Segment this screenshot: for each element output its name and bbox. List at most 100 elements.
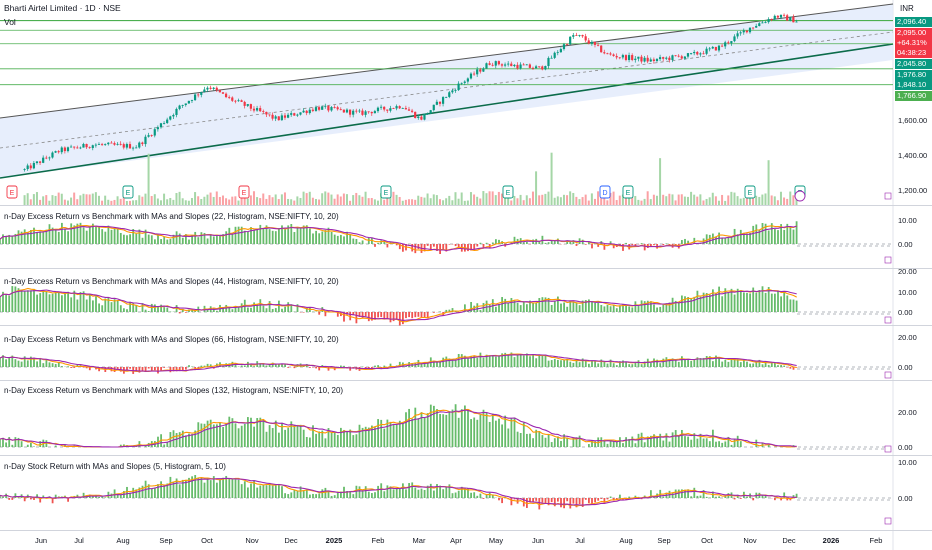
histogram-bar xyxy=(172,234,175,244)
histogram-bar xyxy=(591,301,593,312)
volume-label[interactable]: Vol xyxy=(4,17,16,27)
volume-bar xyxy=(249,195,252,205)
histogram-bar xyxy=(160,304,162,312)
symbol-title[interactable]: Bharti Airtel Limited · 1D · NSE xyxy=(4,3,121,13)
volume-bar xyxy=(566,195,569,205)
candle-body xyxy=(156,127,159,130)
pane-label-excess-66[interactable]: n-Day Excess Return vs Benchmark with MA… xyxy=(4,335,339,344)
histogram-bar xyxy=(420,488,423,498)
histogram-bar xyxy=(724,496,727,498)
histogram-bar xyxy=(321,489,324,498)
histogram-bar xyxy=(588,299,590,312)
volume-bar xyxy=(469,192,472,205)
histogram-bar xyxy=(358,312,361,317)
histogram-bar xyxy=(414,244,417,254)
histogram-bar xyxy=(188,477,190,498)
histogram-bar xyxy=(423,312,426,318)
candle-body xyxy=(401,108,404,109)
candle-body xyxy=(169,116,172,120)
histogram-bar xyxy=(160,239,162,244)
histogram-bar xyxy=(73,225,76,244)
histogram-bar xyxy=(157,367,159,374)
histogram-bar xyxy=(250,364,252,367)
histogram-bar xyxy=(650,244,652,248)
histogram-bar xyxy=(305,225,308,244)
histogram-bar xyxy=(764,292,767,312)
histogram-bar xyxy=(482,409,485,447)
histogram-bar xyxy=(330,433,333,447)
candle-body xyxy=(503,64,507,66)
candle-body xyxy=(680,56,683,59)
price-tag-last: 2,095.00 xyxy=(895,28,932,38)
histogram-bar xyxy=(194,430,197,447)
volume-bar xyxy=(383,199,386,205)
pane-label-excess-132[interactable]: n-Day Excess Return vs Benchmark with MA… xyxy=(4,386,344,395)
histogram-bar xyxy=(584,360,587,367)
histogram-bar xyxy=(690,439,693,447)
histogram-bar xyxy=(237,479,240,498)
candle-body xyxy=(553,52,556,58)
candle-body xyxy=(147,135,150,137)
histogram-bar xyxy=(715,236,717,244)
candle-body xyxy=(643,57,646,62)
candle-body xyxy=(488,63,491,65)
histogram-bar xyxy=(572,301,575,312)
pane-label-excess-22[interactable]: n-Day Excess Return vs Benchmark with MA… xyxy=(4,212,339,221)
candle-body xyxy=(584,36,587,41)
histogram-bar xyxy=(439,360,441,367)
histogram-bar xyxy=(92,223,94,244)
histogram-bar xyxy=(457,353,460,367)
histogram-bar xyxy=(473,417,476,447)
volume-bar xyxy=(110,200,113,205)
histogram-bar xyxy=(333,495,336,498)
volume-bar xyxy=(755,195,758,205)
histogram-bar xyxy=(538,498,541,510)
currency-label[interactable]: INR xyxy=(900,4,914,13)
pane-label-excess-44[interactable]: n-Day Excess Return vs Benchmark with MA… xyxy=(4,277,339,286)
histogram-bar xyxy=(287,494,290,498)
histogram-bar xyxy=(485,242,488,244)
volume-bar xyxy=(578,199,581,205)
histogram-bar xyxy=(82,492,85,498)
histogram-bar xyxy=(761,286,764,312)
histogram-bar xyxy=(222,234,224,244)
candle-body xyxy=(314,107,318,111)
candle-body xyxy=(507,63,510,65)
histogram-bar xyxy=(271,485,274,498)
candle-body xyxy=(696,51,699,55)
histogram-bar xyxy=(575,437,578,447)
candle-body xyxy=(720,45,724,47)
volume-bar xyxy=(296,196,299,205)
histogram-bar xyxy=(650,490,652,498)
histogram-bar xyxy=(135,367,138,371)
histogram-bar xyxy=(76,223,79,244)
volume-bar xyxy=(516,198,519,205)
histogram-bar xyxy=(643,244,646,251)
histogram-bar xyxy=(783,492,786,498)
ma-fast-line xyxy=(0,353,797,373)
histogram-bar xyxy=(739,362,742,367)
histogram-bar xyxy=(572,362,575,367)
histogram-bar xyxy=(436,484,438,498)
histogram-bar xyxy=(54,292,57,312)
volume-bar xyxy=(451,200,454,205)
candle-body xyxy=(141,142,144,145)
x-axis-tick: May xyxy=(488,536,504,545)
histogram-bar xyxy=(507,354,510,367)
histogram-bar xyxy=(309,437,311,447)
volume-bar xyxy=(544,193,547,205)
volume-bar xyxy=(203,196,206,205)
histogram-bar xyxy=(116,494,119,498)
candle-body xyxy=(330,107,333,111)
histogram-bar xyxy=(572,240,575,244)
volume-bar xyxy=(792,195,795,205)
candle-body xyxy=(531,67,535,69)
histogram-bar xyxy=(253,302,255,312)
histogram-bar xyxy=(575,498,578,508)
pane-label-stock-return-5[interactable]: n-Day Stock Return with MAs and Slopes (… xyxy=(4,462,226,471)
volume-bar xyxy=(547,191,550,205)
histogram-bar xyxy=(674,244,677,245)
histogram-bar xyxy=(739,498,742,499)
histogram-bar xyxy=(119,232,122,244)
